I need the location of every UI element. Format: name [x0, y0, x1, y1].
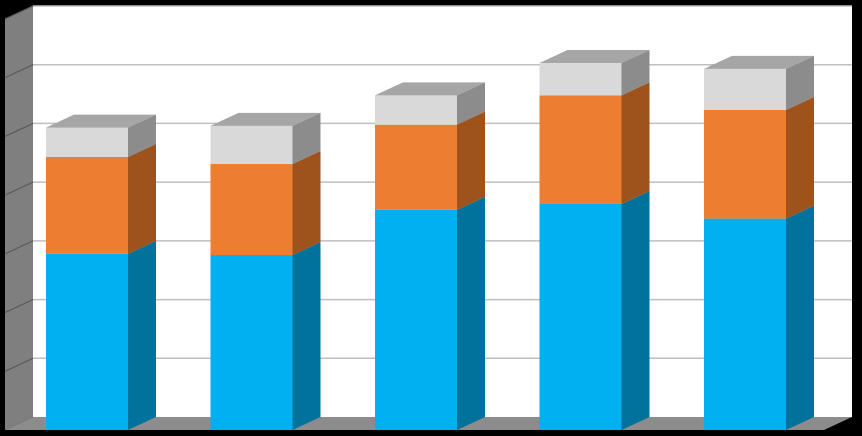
bar-top [375, 82, 485, 96]
left-wall [5, 6, 33, 430]
bar-segment-front [704, 110, 786, 219]
bar-segment-front [375, 124, 457, 210]
bar-segment-side [786, 205, 814, 430]
bar-segment-side [786, 97, 814, 219]
wall-gridline [4, 64, 34, 79]
bar-segment-side [621, 190, 650, 430]
bar-segment-front [539, 203, 622, 430]
bar-top [46, 114, 156, 128]
wall-gridline [4, 5, 34, 20]
bar-segment-side [457, 111, 485, 210]
bar-segment-front [539, 95, 622, 204]
wall-gridline [4, 122, 34, 137]
bar-segment-side [128, 114, 156, 157]
bar-segment-front [46, 253, 128, 430]
bar-segment-front [375, 95, 457, 125]
bar-segment-front [210, 164, 293, 256]
bar-segment-side [292, 242, 321, 430]
bar-top [210, 112, 321, 126]
wall-gridline [4, 181, 34, 196]
wall-gridline [4, 299, 34, 314]
bar-segment-side [292, 151, 321, 256]
bar-top [539, 50, 650, 64]
bar-segment-front [375, 209, 457, 430]
bar-segment-side [457, 82, 485, 125]
wall-gridline [4, 357, 34, 372]
bar-segment-side [128, 240, 156, 430]
bar-segment-front [46, 127, 128, 157]
bar-segment-front [704, 68, 786, 111]
bar-segment-side [292, 112, 321, 165]
bar-segment-front [46, 156, 128, 254]
bar-segment-side [621, 50, 650, 96]
bar-segment-side [786, 55, 814, 111]
bar-segment-side [457, 196, 485, 430]
bar-segment-front [210, 125, 293, 165]
bar-segment-front [210, 255, 293, 430]
bar-segment-side [128, 143, 156, 254]
bar-segment-front [704, 218, 786, 430]
bar-segment-side [621, 82, 650, 204]
bar-top [704, 55, 814, 69]
wall-gridline [4, 240, 34, 255]
bar-segment-front [539, 63, 622, 96]
